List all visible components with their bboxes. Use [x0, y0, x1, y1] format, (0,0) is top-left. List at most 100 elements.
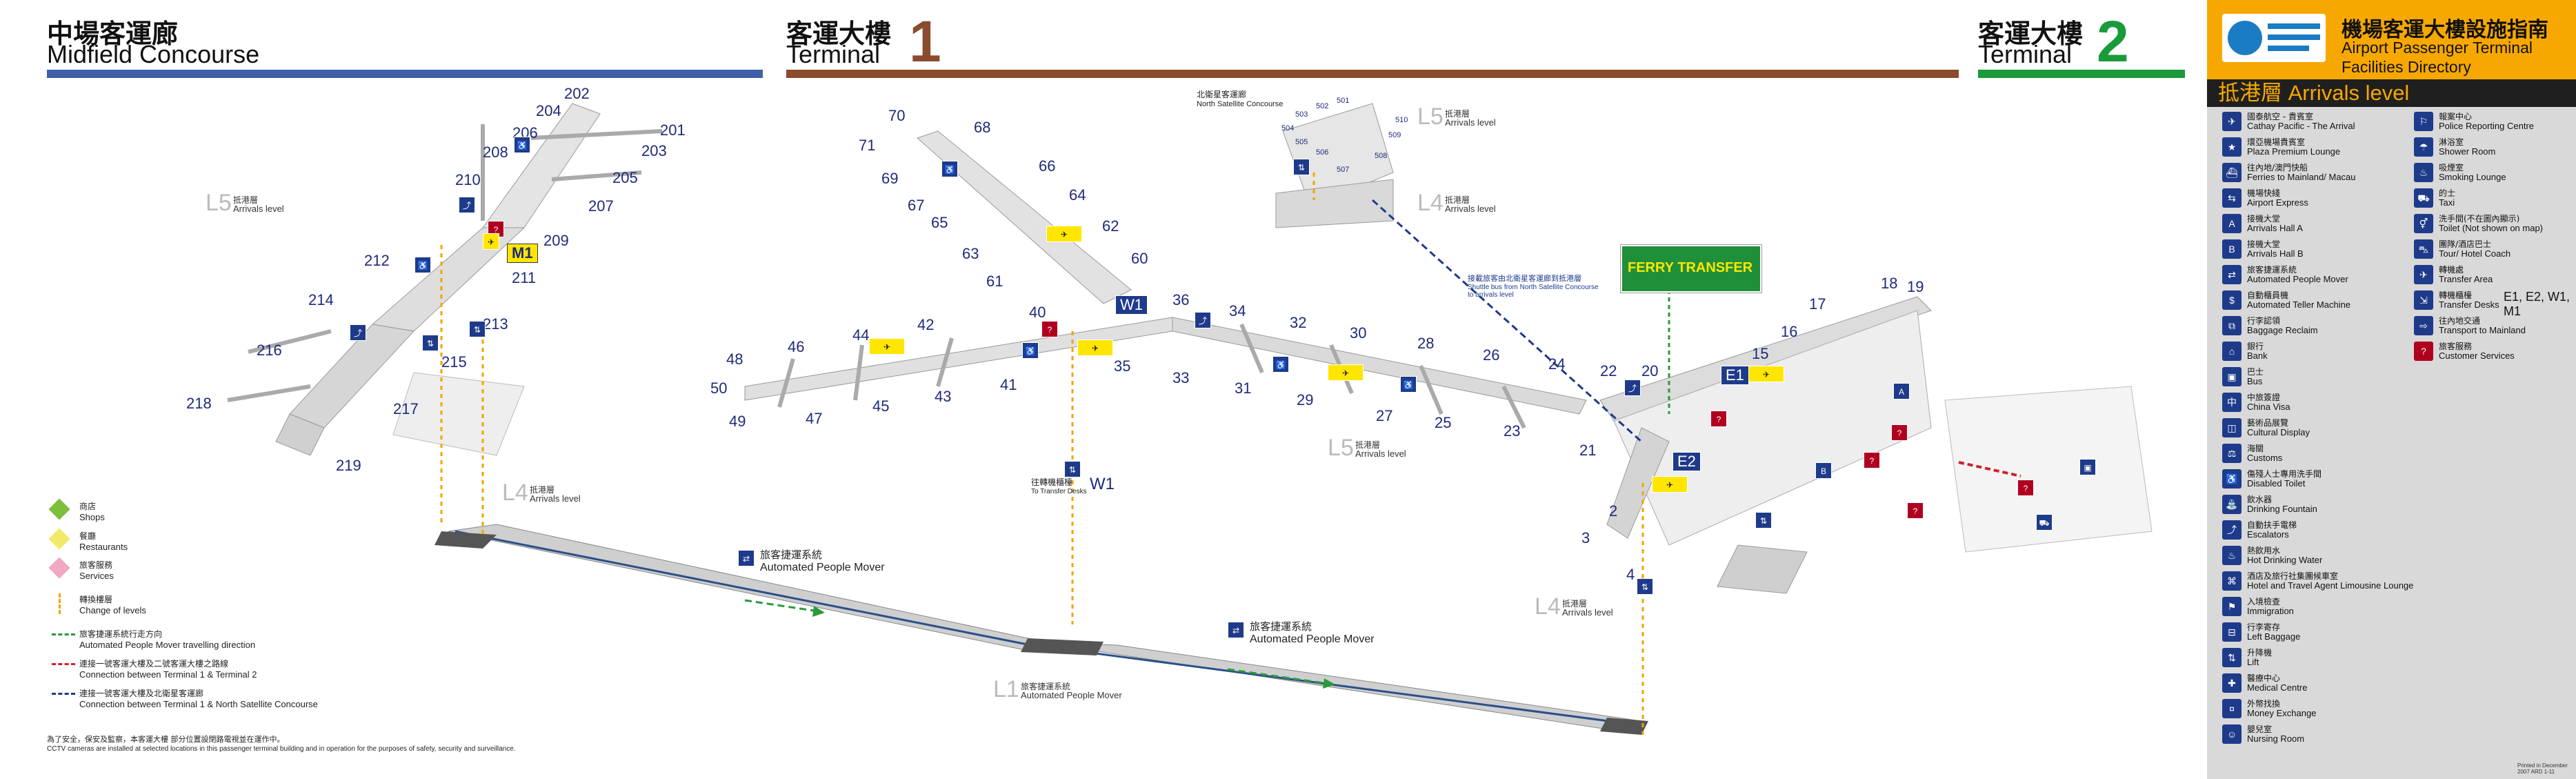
directory-item-label-en: China Visa	[2247, 402, 2290, 412]
directory-item-label-en: Disabled Toilet	[2247, 478, 2306, 489]
gate-25: 25	[1435, 414, 1452, 431]
apm-icon: ⇄	[1228, 622, 1244, 638]
disabled-toilet-icon: ♿	[941, 161, 958, 177]
directory-item-icon: ⛴	[2222, 163, 2241, 182]
directory-item-label-en: Plaza Premium Lounge	[2247, 146, 2341, 157]
gate-31: 31	[1235, 379, 1252, 397]
directory-item-label-zh: 轉機處	[2439, 265, 2464, 275]
facilities-directory: 機場客運大樓設施指南 Airport Passenger Terminal Fa…	[2207, 0, 2576, 779]
directory-title-en1: Airport Passenger Terminal	[2342, 39, 2533, 57]
terminal1-title-en: Terminal	[786, 40, 881, 68]
services-icon	[48, 557, 70, 579]
directory-item-label-en: Arrivals Hall A	[2247, 223, 2303, 233]
directory-item-label-zh: 醫療中心	[2247, 673, 2281, 683]
directory-item-label-zh: 自動扶手電梯	[2247, 520, 2297, 530]
directory-item-label-zh: 淋浴室	[2439, 137, 2464, 147]
disabled-toilet-icon: ♿	[1022, 342, 1039, 359]
gate-209: 209	[543, 232, 569, 249]
directory-item-label-en: Hotel and Travel Agent Limousine Lounge	[2247, 580, 2414, 591]
directory-item-icon: ⛲	[2222, 495, 2241, 514]
legend-shops: 商店 Shops	[48, 498, 105, 522]
directory-header: 機場客運大樓設施指南 Airport Passenger Terminal Fa…	[2207, 0, 2576, 79]
directory-item: ★ 環亞機場貴賓室 Plaza Premium Lounge	[2222, 137, 2395, 161]
directory-item-icon: ✚	[2222, 673, 2241, 693]
directory-item-label-en: Medical Centre	[2247, 682, 2308, 693]
directory-item-icon: ¤	[2222, 699, 2241, 718]
apm-icon: ⇄	[738, 550, 755, 566]
terminal1-bar	[786, 70, 1959, 78]
shop-icon	[48, 498, 70, 520]
satellite-gates: 501 502 503 504 505 506 507 508 509 510	[1281, 97, 1412, 179]
directory-item: ⇅ 升降機 Lift	[2222, 648, 2395, 672]
directory-item-icon: ⌂	[2222, 342, 2241, 361]
directory-title-en2: Facilities Directory	[2342, 58, 2471, 76]
directory-item: ▣ 巴士 Bus	[2222, 367, 2395, 391]
gate-3: 3	[1581, 529, 1590, 546]
directory-item-label-en: Ferries to Mainland/ Macau	[2247, 172, 2356, 182]
gate-71: 71	[859, 137, 876, 154]
directory-item-label-en: Tour/ Hotel Coach	[2439, 248, 2511, 259]
gate-219: 219	[336, 457, 361, 474]
t1-nsc-icon	[52, 693, 75, 695]
directory-item: ⚖ 海關 Customs	[2222, 444, 2395, 468]
directory-item-icon: B	[2222, 239, 2241, 259]
t1-t2-icon	[52, 663, 75, 665]
gate-17: 17	[1809, 295, 1826, 313]
directory-item-label-zh: 洗手間(不在圖內顯示)	[2439, 214, 2520, 224]
directory-item-label-en: Cultural Display	[2247, 427, 2310, 437]
gate-509: 509	[1388, 131, 1401, 139]
customer-services-icon: ?	[1710, 411, 1727, 427]
legend-restaurants: 餐廳 Restaurants	[48, 528, 128, 552]
gate-34: 34	[1229, 302, 1246, 319]
directory-item: ¤ 外幣找換 Money Exchange	[2222, 699, 2395, 723]
transfer-area-icon: ✈	[483, 233, 499, 250]
gate-27: 27	[1376, 407, 1393, 424]
transfer-w1-label: 往轉機櫃檯 To Transfer Desks	[1031, 477, 1087, 495]
directory-item-icon: ⤴	[2222, 520, 2241, 540]
escalator-icon: ⤴	[350, 324, 366, 341]
directory-item-label-en: Arrivals Hall B	[2247, 248, 2304, 259]
lift-icon: ⇅	[1064, 461, 1081, 477]
directory-item-label-en: Immigration	[2247, 606, 2294, 616]
gate-42: 42	[917, 316, 935, 333]
escalator-icon: ⤴	[1195, 312, 1211, 328]
directory-item-icon: ☂	[2414, 137, 2433, 157]
terminal1-number: 1	[909, 9, 941, 74]
gate-507: 507	[1337, 166, 1350, 174]
transfer-desk-m1: M1	[507, 244, 538, 263]
gate-36: 36	[1172, 291, 1190, 308]
directory-item-icon: ⇲	[2414, 290, 2433, 310]
gate-204: 204	[536, 102, 561, 119]
directory-item-label-en: Bank	[2247, 351, 2268, 361]
directory-item-label-zh: 行李認領	[2247, 316, 2281, 326]
directory-item: ⛴ 往內地/澳門快船 Ferries to Mainland/ Macau	[2222, 163, 2395, 187]
directory-item-label-en: Money Exchange	[2247, 708, 2317, 718]
directory-item-icon: ⇨	[2414, 316, 2433, 335]
gate-66: 66	[1039, 157, 1056, 175]
midfield-bar	[47, 70, 763, 78]
directory-item: ⛲ 飲水器 Drinking Fountain	[2222, 495, 2395, 519]
gate-23: 23	[1504, 422, 1521, 440]
directory-item: $ 自動櫃員機 Automated Teller Machine	[2222, 290, 2395, 315]
directory-item-icon: ♨	[2414, 163, 2433, 182]
directory-item-label-zh: 旅客捷運系統	[2247, 265, 2297, 275]
directory-item-icon: ⇆	[2222, 188, 2241, 208]
directory-item-icon: ♿	[2222, 469, 2241, 489]
directory-item-label-zh: 接機大堂	[2247, 214, 2281, 224]
terminal-map	[227, 103, 2153, 735]
cctv-notice-en: CCTV cameras are installed at selected l…	[47, 745, 516, 753]
gate-70: 70	[888, 107, 906, 124]
transfer-desk-w1: W1	[1115, 295, 1148, 315]
directory-item-icon: ⊟	[2222, 622, 2241, 642]
directory-item-label-en: Shower Room	[2439, 146, 2496, 157]
customer-services-icon: ?	[1891, 424, 1908, 441]
directory-item: ⌂ 銀行 Bank	[2222, 342, 2395, 366]
apm-track	[435, 524, 1648, 735]
gate-205: 205	[612, 169, 638, 186]
north-satellite-concourse	[1275, 103, 1394, 228]
gate-61: 61	[986, 273, 1004, 290]
directory-item-label-en: Left Baggage	[2247, 631, 2301, 642]
gate-30: 30	[1350, 324, 1367, 342]
gate-16: 16	[1781, 323, 1798, 340]
gate-216: 216	[257, 342, 282, 359]
